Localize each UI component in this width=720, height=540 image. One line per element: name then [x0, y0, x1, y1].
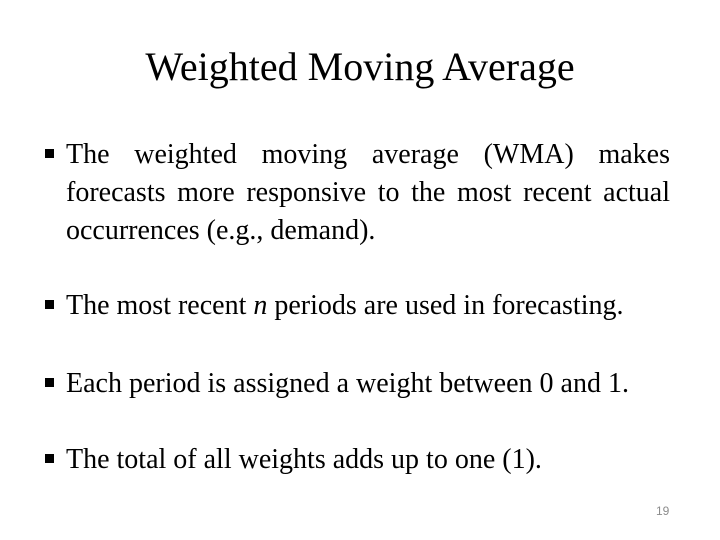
bullet-text-segment: The most recent	[66, 290, 254, 321]
bullet-line: The weighted moving average (WMA) makes	[66, 139, 670, 170]
bullet-square-icon	[45, 454, 54, 463]
bullet-paragraph: The most recent n periods are used in fo…	[66, 287, 670, 325]
bullet-item: The weighted moving average (WMA) makes …	[45, 136, 670, 250]
bullet-paragraph: The total of all weights adds up to one …	[66, 444, 542, 475]
bullet-text-variable: n	[253, 290, 268, 321]
bullet-square-icon	[45, 300, 54, 309]
bullet-text-segment: periods are used in forecasting.	[267, 290, 624, 321]
bullet-paragraph: Each period is assigned a weight between…	[66, 368, 629, 399]
bullet-square-icon	[45, 378, 54, 387]
bullet-square-icon	[45, 149, 54, 158]
bullet-line: occurrences (e.g., demand).	[66, 215, 376, 246]
bullet-paragraph: The weighted moving average (WMA) makes …	[66, 136, 670, 250]
bullet-item: The most recent n periods are used in fo…	[45, 287, 670, 325]
slide-title: Weighted Moving Average	[145, 44, 575, 89]
bullet-line: forecasts more responsive to the most re…	[66, 177, 670, 208]
bullet-item: Each period is assigned a weight between…	[45, 365, 670, 403]
page-number: 19	[656, 504, 670, 518]
bullet-item: The total of all weights adds up to one …	[45, 441, 670, 479]
